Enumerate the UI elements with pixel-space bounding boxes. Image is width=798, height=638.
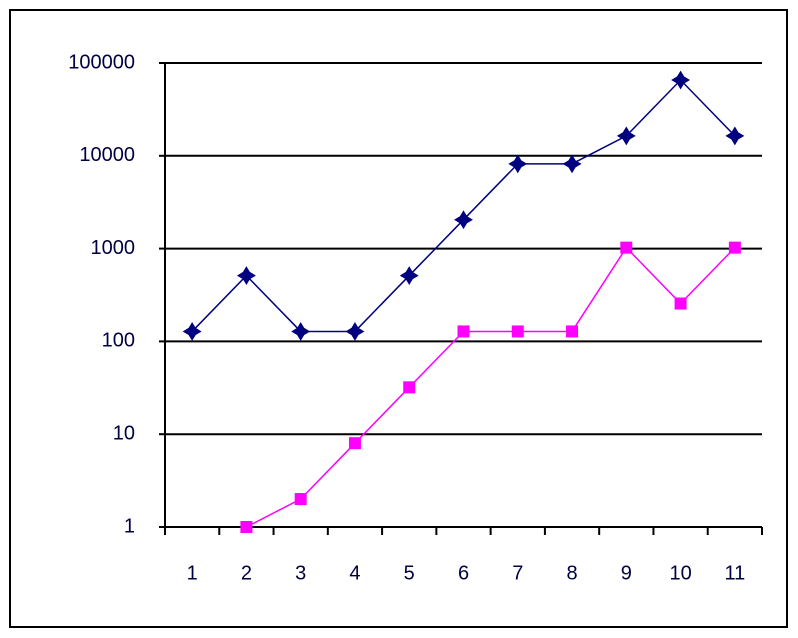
marker [511, 325, 524, 338]
marker [562, 154, 582, 174]
y-tick-label: 10000 [79, 144, 135, 166]
marker [240, 521, 253, 533]
y-tick-label: 1 [124, 515, 135, 537]
marker [674, 297, 687, 310]
chart-border [9, 9, 788, 628]
marker [508, 154, 528, 174]
marker [294, 493, 307, 506]
marker [403, 381, 416, 394]
x-tick-label: 9 [621, 562, 632, 584]
x-tick-label: 5 [404, 562, 415, 584]
y-tick-label: 100000 [68, 51, 135, 73]
marker [620, 241, 633, 254]
y-tick-label: 10 [113, 422, 135, 444]
x-tick-label: 6 [458, 562, 469, 584]
y-tick-label: 100 [102, 330, 135, 352]
x-tick-label: 3 [295, 562, 306, 584]
series-line [246, 246, 736, 528]
marker [616, 126, 636, 146]
x-tick-label: 4 [349, 562, 360, 584]
x-tick-label: 7 [512, 562, 523, 584]
marker [728, 241, 741, 254]
y-tick-label: 1000 [91, 237, 136, 259]
marker [345, 321, 365, 341]
x-tick-label: 1 [187, 562, 198, 584]
x-tick-label: 2 [241, 562, 252, 584]
marker [182, 321, 202, 341]
marker [725, 126, 745, 146]
marker [454, 210, 473, 230]
marker [671, 70, 691, 90]
marker [291, 321, 311, 341]
marker [236, 266, 256, 286]
x-tick-label: 10 [669, 562, 691, 584]
x-tick-label: 8 [566, 562, 577, 584]
marker [399, 266, 419, 286]
x-tick-label: 11 [724, 562, 745, 584]
marker [457, 325, 470, 338]
marker [566, 325, 579, 338]
marker [348, 437, 361, 450]
